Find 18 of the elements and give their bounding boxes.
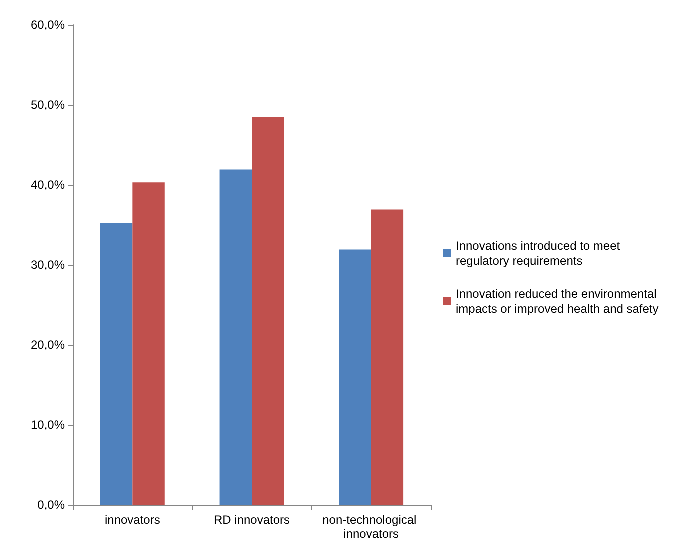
y-tick-label: 60,0%	[30, 18, 66, 32]
bar	[220, 170, 252, 505]
y-tick-label: 50,0%	[30, 98, 66, 112]
bar	[371, 210, 404, 505]
x-tick-label: non-technological innovators	[322, 513, 420, 541]
bar	[252, 117, 284, 505]
bar	[100, 223, 133, 505]
y-tick-label: 30,0%	[30, 258, 66, 272]
bar	[339, 250, 372, 505]
legend-label: Innovation reduced the environmental impacts or improved health and safety	[456, 287, 660, 316]
y-tick-label: 20,0%	[30, 338, 66, 352]
y-tick-label: 0,0%	[38, 498, 66, 512]
bar	[132, 182, 165, 505]
x-tick-label: RD innovators	[214, 513, 290, 527]
y-tick-label: 10,0%	[30, 418, 66, 432]
y-tick-label: 40,0%	[30, 178, 66, 192]
legend-label: Innovations introduced to meet regulatory requirements	[456, 239, 624, 268]
x-tick-label: innovators	[104, 513, 160, 527]
